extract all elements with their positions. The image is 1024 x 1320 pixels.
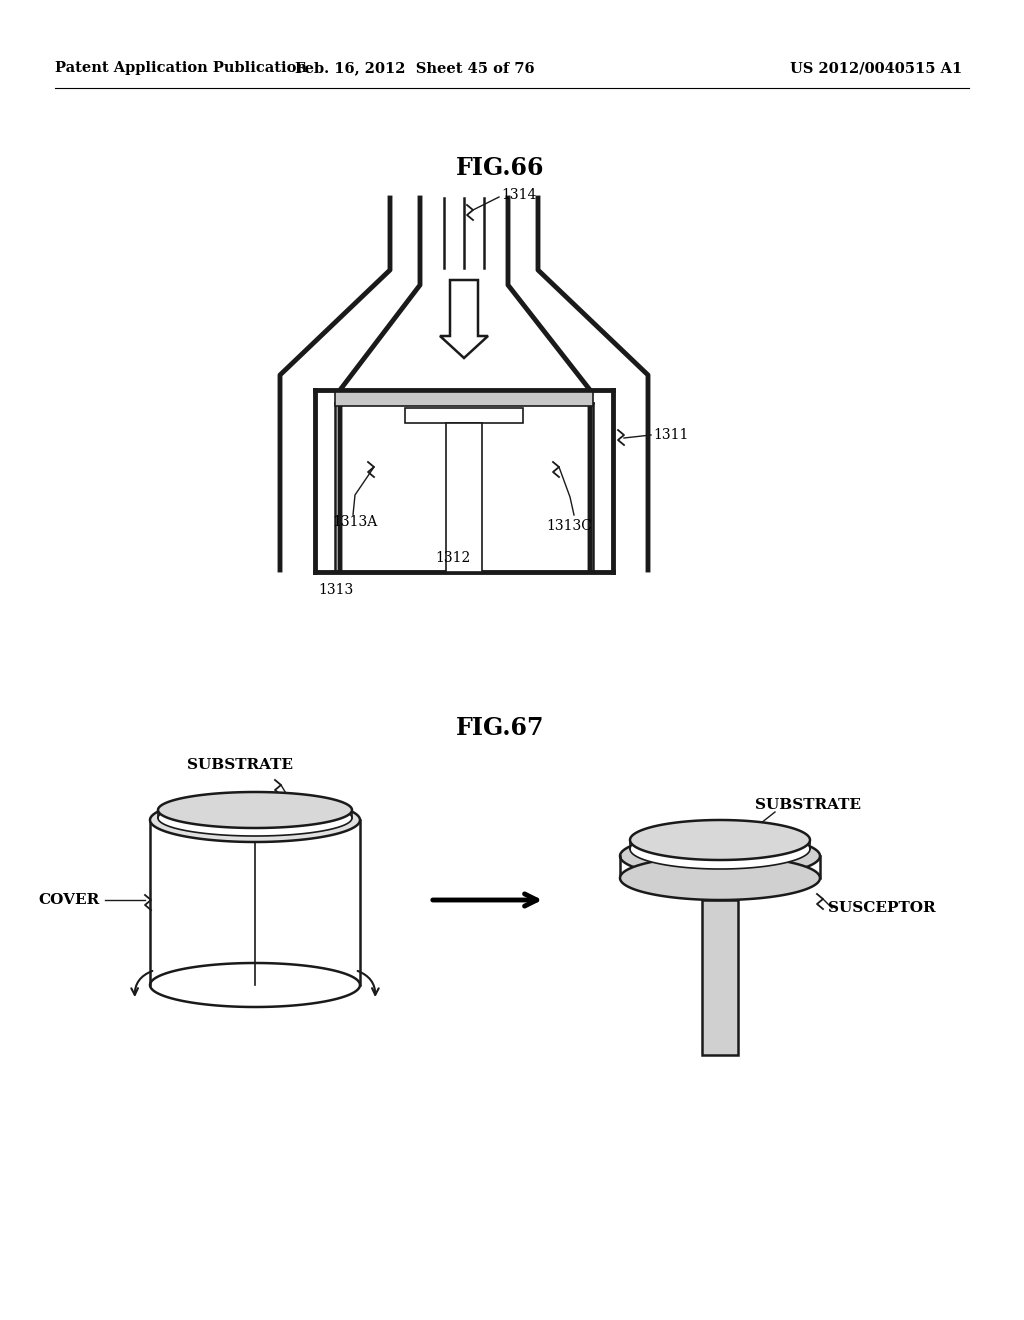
Polygon shape <box>620 855 820 878</box>
Polygon shape <box>620 834 820 878</box>
Text: 1313A: 1313A <box>332 515 377 529</box>
Polygon shape <box>406 408 523 422</box>
Polygon shape <box>150 799 360 842</box>
Polygon shape <box>158 800 352 836</box>
Text: Feb. 16, 2012  Sheet 45 of 76: Feb. 16, 2012 Sheet 45 of 76 <box>295 61 535 75</box>
Polygon shape <box>150 964 360 1007</box>
Text: SUBSTRATE: SUBSTRATE <box>187 758 293 772</box>
Text: 1313C: 1313C <box>546 519 592 533</box>
Text: 1314: 1314 <box>501 187 537 202</box>
Polygon shape <box>440 280 488 358</box>
Polygon shape <box>158 792 352 828</box>
Polygon shape <box>150 820 360 985</box>
Polygon shape <box>620 855 820 900</box>
Text: FIG.66: FIG.66 <box>456 156 544 180</box>
Text: US 2012/0040515 A1: US 2012/0040515 A1 <box>790 61 963 75</box>
Polygon shape <box>702 900 738 1055</box>
Text: Patent Application Publication: Patent Application Publication <box>55 61 307 75</box>
Polygon shape <box>446 422 482 572</box>
Polygon shape <box>630 820 810 861</box>
Polygon shape <box>630 829 810 869</box>
Text: 1313: 1313 <box>318 583 353 597</box>
Text: SUBSTRATE: SUBSTRATE <box>755 799 861 812</box>
Text: FIG.67: FIG.67 <box>456 715 544 741</box>
Text: SUSCEPTOR: SUSCEPTOR <box>828 902 936 915</box>
Polygon shape <box>335 392 593 407</box>
Text: 1312: 1312 <box>435 550 470 565</box>
Text: 1311: 1311 <box>653 428 688 442</box>
Text: COVER: COVER <box>39 894 100 907</box>
